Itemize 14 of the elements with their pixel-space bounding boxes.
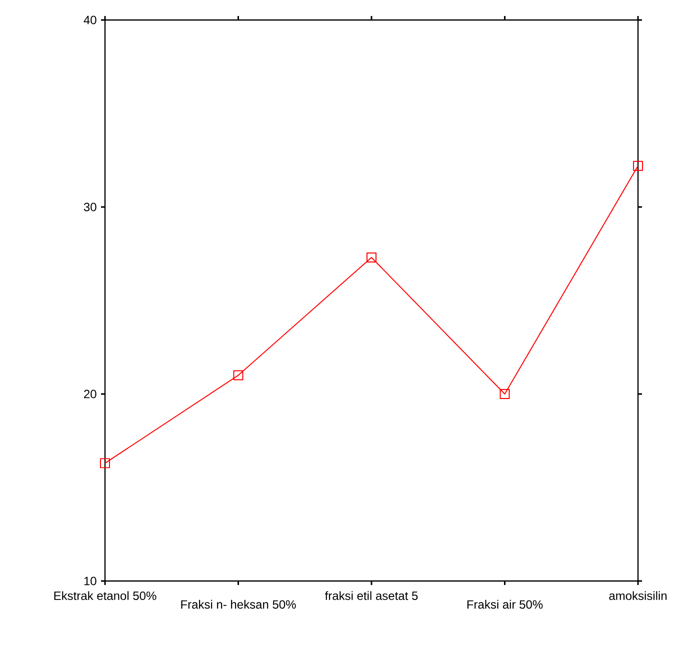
x-tick-label: Fraksi n- heksan 50%: [181, 600, 296, 609]
point: [233, 370, 244, 380]
y-tick-label: 40: [84, 16, 96, 24]
point: [633, 160, 644, 171]
x-tick-label: amoksisilin: [609, 591, 667, 600]
x-tick-label: Ekstrak etanol 50%: [54, 591, 156, 600]
point: [500, 389, 510, 399]
y-tick-label: 30: [84, 202, 96, 212]
y-tick-label: 20: [84, 390, 96, 398]
point: [366, 252, 376, 262]
x-tick-label: Fraksi air 50%: [467, 600, 543, 609]
point: [100, 458, 110, 468]
y-tick-label: 10: [84, 576, 96, 586]
x-tick-label: fraksi etil asetat 5: [324, 591, 418, 600]
